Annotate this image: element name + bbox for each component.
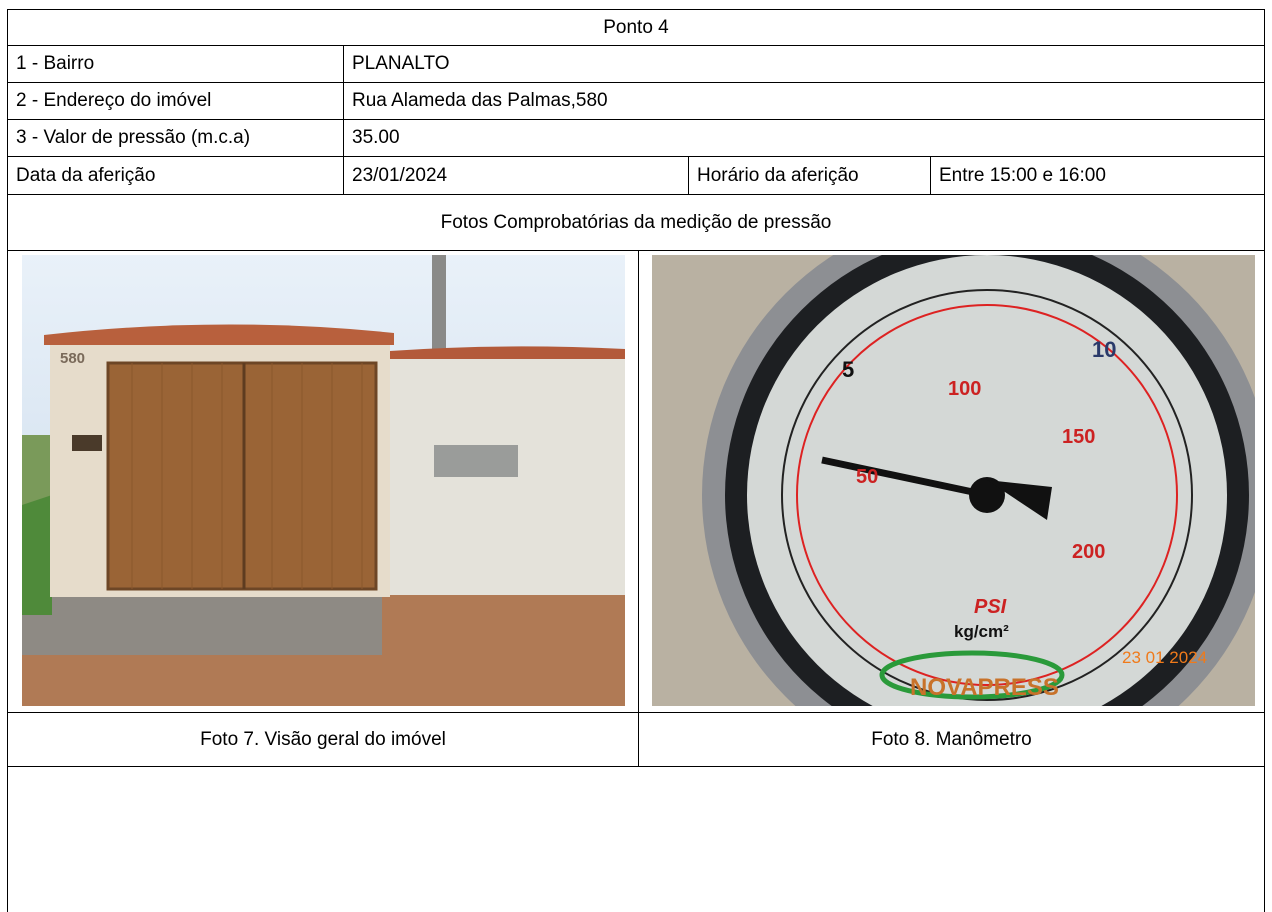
photo-text: NOVAPRESS [910, 674, 1059, 701]
cell: 3 - Valor de pressão (m.c.a) [7, 119, 344, 157]
title-cell: Ponto 4 [7, 9, 1265, 46]
value: 35.00 [352, 127, 400, 148]
label: Data da aferição [16, 164, 156, 186]
cell: 23/01/2024 [343, 156, 689, 195]
photo-text: 200 [1072, 541, 1105, 563]
photo-text: kg/cm² [954, 622, 1009, 641]
caption: Foto 8. Manômetro [871, 728, 1032, 750]
title: Ponto 4 [603, 16, 669, 38]
caption: Foto 7. Visão geral do imóvel [200, 728, 446, 750]
cell: Data da aferição [7, 156, 344, 195]
caption-cell: Foto 7. Visão geral do imóvel [7, 712, 639, 767]
value: Rua Alameda das Palmas,580 [352, 90, 608, 111]
photo-text: 580 [60, 350, 85, 367]
photo-text: 150 [1062, 426, 1095, 448]
cell: 35.00 [343, 119, 1265, 157]
cell: Entre 15:00 e 16:00 [930, 156, 1265, 195]
photo-gauge: 5 10 50 100 150 200 PSI kg/cm² NOVAPRESS… [652, 255, 1255, 706]
label: 2 - Endereço do imóvel [16, 90, 212, 111]
caption-cell: Foto 8. Manômetro [638, 712, 1265, 767]
value: Entre 15:00 e 16:00 [939, 164, 1106, 186]
label: 1 - Bairro [16, 53, 95, 74]
value: 23/01/2024 [352, 164, 448, 186]
photo-text: 23 01 2024 [1122, 648, 1207, 667]
empty-cell [7, 766, 1265, 912]
photo-text: 100 [948, 378, 981, 400]
cell: PLANALTO [343, 45, 1265, 83]
cell: Horário da aferição [688, 156, 931, 195]
photo-text: 10 [1092, 337, 1116, 362]
cell: 1 - Bairro [7, 45, 344, 83]
photos-heading: Fotos Comprobatórias da medição de press… [440, 211, 832, 233]
value: PLANALTO [352, 53, 450, 74]
heading-cell: Fotos Comprobatórias da medição de press… [7, 194, 1265, 251]
photo-text: PSI [974, 596, 1007, 618]
photo-house: 580 [22, 255, 625, 706]
cell: Rua Alameda das Palmas,580 [343, 82, 1265, 120]
photo-text: 50 [856, 466, 878, 488]
photo-text: 5 [842, 357, 854, 382]
label: 3 - Valor de pressão (m.c.a) [16, 127, 251, 148]
cell: 2 - Endereço do imóvel [7, 82, 344, 120]
label: Horário da aferição [697, 164, 859, 186]
